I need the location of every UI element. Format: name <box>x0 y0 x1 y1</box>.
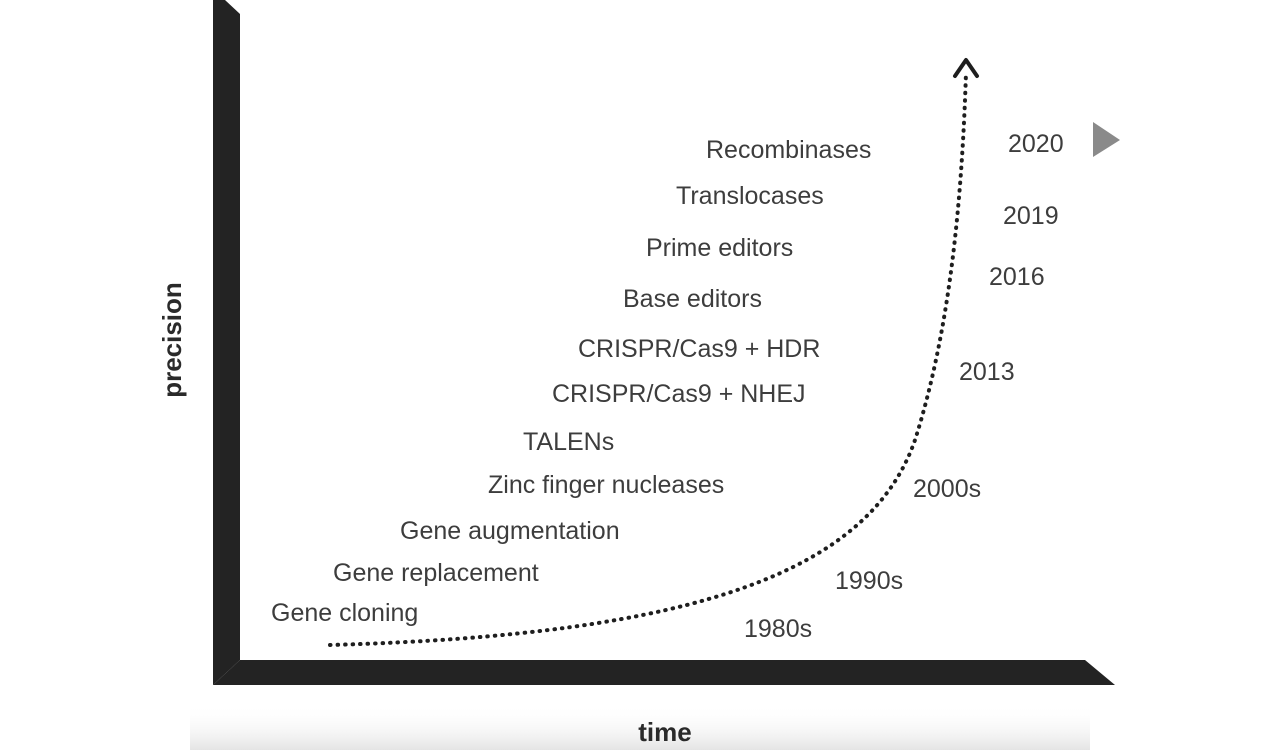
technology-label: Recombinases <box>706 136 871 164</box>
curve-arrowhead <box>953 58 979 78</box>
technology-label: Zinc finger nucleases <box>488 471 724 499</box>
growth-curve <box>328 70 968 647</box>
x-axis-bar <box>213 660 1115 685</box>
y-axis-bar <box>213 0 240 685</box>
year-label: 2013 <box>959 358 1015 386</box>
marker-arrow <box>1093 122 1120 157</box>
technology-label: Translocases <box>676 182 824 210</box>
year-label: 2019 <box>1003 202 1059 230</box>
technology-label: Gene augmentation <box>400 517 620 545</box>
technology-label: CRISPR/Cas9 + NHEJ <box>552 380 806 408</box>
shadow <box>190 705 1090 750</box>
year-label: 1980s <box>744 615 812 643</box>
technology-label: Prime editors <box>646 234 793 262</box>
year-label: 1990s <box>835 567 903 595</box>
technology-label: CRISPR/Cas9 + HDR <box>578 335 820 363</box>
technology-label: Base editors <box>623 285 762 313</box>
technology-label: Gene replacement <box>333 559 539 587</box>
technology-label: Gene cloning <box>271 599 418 627</box>
y-axis-label: precision <box>157 282 187 398</box>
year-label: 2016 <box>989 263 1045 291</box>
technology-label: TALENs <box>523 428 614 456</box>
year-label: 2000s <box>913 475 981 503</box>
x-axis-label: time <box>638 717 691 747</box>
year-label: 2020 <box>1008 130 1064 158</box>
